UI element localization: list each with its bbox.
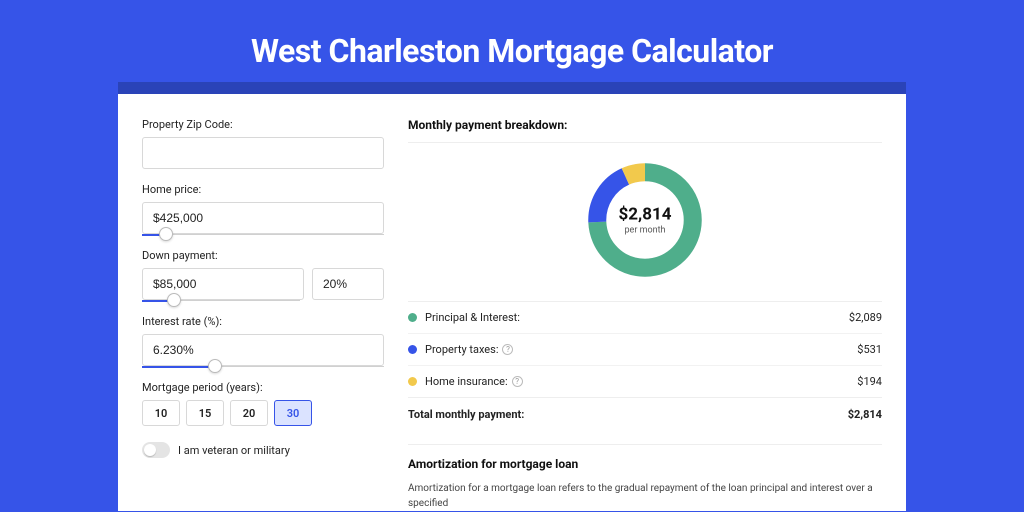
zip-input[interactable] <box>142 137 384 169</box>
interest-rate-slider[interactable] <box>142 366 384 367</box>
legend-label-pi: Principal & Interest: <box>425 311 849 324</box>
interest-rate-input[interactable] <box>142 334 384 366</box>
legend-row-tax: Property taxes:?$531 <box>408 333 882 365</box>
legend-row-ins: Home insurance:?$194 <box>408 365 882 397</box>
legend-dot-pi <box>408 313 417 322</box>
donut-amount: $2,814 <box>619 205 672 225</box>
legend-row-pi: Principal & Interest:$2,089 <box>408 301 882 333</box>
donut-center: $2,814 per month <box>619 205 672 236</box>
down-payment-slider-thumb[interactable] <box>167 293 181 307</box>
period-option-10[interactable]: 10 <box>142 400 180 426</box>
legend-value-pi: $2,089 <box>849 311 882 324</box>
home-price-slider[interactable] <box>142 234 384 235</box>
zip-label: Property Zip Code: <box>142 118 384 131</box>
legend-label-ins: Home insurance:? <box>425 375 857 388</box>
legend-dot-ins <box>408 377 417 386</box>
period-label: Mortgage period (years): <box>142 381 384 394</box>
home-price-field-group: Home price: <box>142 183 384 235</box>
down-payment-label: Down payment: <box>142 249 384 262</box>
amortization-text: Amortization for a mortgage loan refers … <box>408 481 882 511</box>
interest-rate-slider-fill <box>142 366 215 368</box>
legend-value-ins: $194 <box>857 375 882 388</box>
donut-container: $2,814 per month <box>408 143 882 301</box>
veteran-toggle[interactable] <box>142 442 170 458</box>
breakdown-legend: Principal & Interest:$2,089Property taxe… <box>408 301 882 397</box>
total-label: Total monthly payment: <box>408 408 848 421</box>
veteran-toggle-row: I am veteran or military <box>142 442 384 458</box>
home-price-label: Home price: <box>142 183 384 196</box>
interest-rate-slider-thumb[interactable] <box>208 359 222 373</box>
down-payment-amount-input[interactable] <box>142 268 304 300</box>
veteran-label: I am veteran or military <box>178 444 290 457</box>
help-icon[interactable]: ? <box>502 344 513 355</box>
period-field-group: Mortgage period (years): 10152030 <box>142 381 384 426</box>
down-payment-field-group: Down payment: <box>142 249 384 301</box>
amortization-section: Amortization for mortgage loan Amortizat… <box>408 444 882 511</box>
total-row: Total monthly payment: $2,814 <box>408 397 882 430</box>
interest-rate-field-group: Interest rate (%): <box>142 315 384 367</box>
legend-dot-tax <box>408 345 417 354</box>
total-value: $2,814 <box>848 408 882 421</box>
page-title: West Charleston Mortgage Calculator <box>251 32 773 70</box>
period-options: 10152030 <box>142 400 384 426</box>
down-payment-slider[interactable] <box>142 300 300 301</box>
veteran-toggle-knob <box>144 444 156 456</box>
home-price-input[interactable] <box>142 202 384 234</box>
zip-field-group: Property Zip Code: <box>142 118 384 169</box>
interest-rate-label: Interest rate (%): <box>142 315 384 328</box>
down-payment-pct-input[interactable] <box>312 268 384 300</box>
breakdown-header: Monthly payment breakdown: <box>408 118 882 143</box>
payment-donut: $2,814 per month <box>582 157 708 283</box>
period-option-30[interactable]: 30 <box>274 400 312 426</box>
card-top-shadow <box>118 82 906 94</box>
breakdown-column: Monthly payment breakdown: $2,814 per mo… <box>408 118 882 511</box>
legend-label-tax: Property taxes:? <box>425 343 857 356</box>
home-price-slider-thumb[interactable] <box>159 227 173 241</box>
donut-sub: per month <box>619 226 672 236</box>
legend-value-tax: $531 <box>857 343 882 356</box>
form-column: Property Zip Code: Home price: Down paym… <box>142 118 384 511</box>
amortization-title: Amortization for mortgage loan <box>408 457 882 471</box>
help-icon[interactable]: ? <box>512 376 523 387</box>
calculator-card: Property Zip Code: Home price: Down paym… <box>118 94 906 511</box>
period-option-20[interactable]: 20 <box>230 400 268 426</box>
period-option-15[interactable]: 15 <box>186 400 224 426</box>
